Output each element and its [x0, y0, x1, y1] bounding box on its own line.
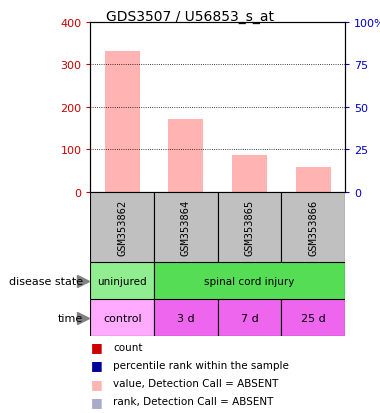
Bar	[218, 192, 281, 262]
Text: time: time	[58, 313, 83, 323]
Text: ■: ■	[90, 395, 102, 408]
Text: 3 d: 3 d	[177, 313, 195, 323]
Text: uninjured: uninjured	[97, 276, 147, 286]
Text: GSM353862: GSM353862	[117, 199, 127, 255]
Text: disease state: disease state	[9, 276, 83, 286]
Text: ■: ■	[90, 340, 102, 354]
Bar	[90, 262, 154, 299]
Text: rank, Detection Call = ABSENT: rank, Detection Call = ABSENT	[113, 396, 274, 406]
Text: GSM353864: GSM353864	[181, 199, 191, 255]
Text: 25 d: 25 d	[301, 313, 326, 323]
Text: count: count	[113, 342, 143, 352]
Text: 7 d: 7 d	[241, 313, 258, 323]
Text: GSM353866: GSM353866	[308, 199, 318, 255]
Bar	[105, 52, 140, 192]
Text: GDS3507 / U56853_s_at: GDS3507 / U56853_s_at	[106, 10, 274, 24]
Bar	[232, 156, 267, 192]
Bar	[90, 299, 154, 337]
Bar	[90, 192, 154, 262]
Bar	[281, 192, 345, 262]
Text: spinal cord injury: spinal cord injury	[204, 276, 295, 286]
Bar	[281, 299, 345, 337]
Text: control: control	[103, 313, 142, 323]
Bar	[168, 120, 203, 192]
Text: ■: ■	[90, 358, 102, 372]
Bar	[296, 168, 331, 192]
Text: value, Detection Call = ABSENT: value, Detection Call = ABSENT	[113, 378, 279, 388]
Bar	[218, 299, 281, 337]
Bar	[154, 262, 345, 299]
Bar	[154, 299, 218, 337]
Text: percentile rank within the sample: percentile rank within the sample	[113, 360, 289, 370]
Text: GSM353865: GSM353865	[245, 199, 255, 255]
Bar	[154, 192, 218, 262]
Text: ■: ■	[90, 377, 102, 390]
